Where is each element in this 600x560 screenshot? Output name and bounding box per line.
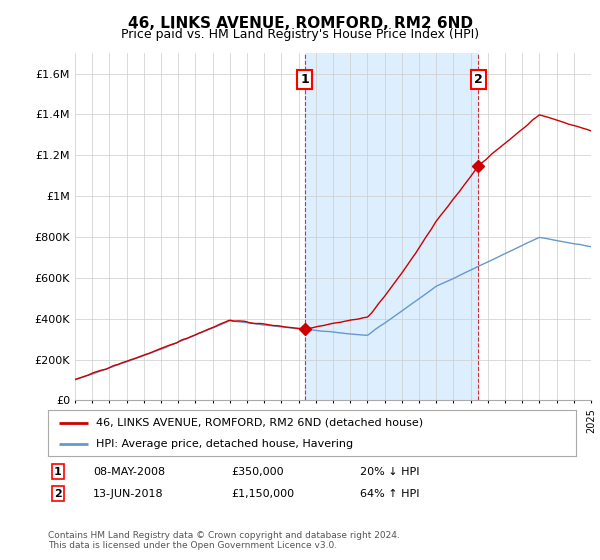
Text: 08-MAY-2008: 08-MAY-2008 [93, 466, 165, 477]
Text: £350,000: £350,000 [231, 466, 284, 477]
Text: 2: 2 [54, 489, 62, 499]
Text: 1: 1 [301, 73, 309, 86]
Text: 1: 1 [54, 466, 62, 477]
Text: 46, LINKS AVENUE, ROMFORD, RM2 6ND: 46, LINKS AVENUE, ROMFORD, RM2 6ND [128, 16, 473, 31]
Text: HPI: Average price, detached house, Havering: HPI: Average price, detached house, Have… [95, 439, 353, 449]
Text: 2: 2 [474, 73, 483, 86]
Text: 20% ↓ HPI: 20% ↓ HPI [360, 466, 419, 477]
Text: 13-JUN-2018: 13-JUN-2018 [93, 489, 164, 499]
Text: Price paid vs. HM Land Registry's House Price Index (HPI): Price paid vs. HM Land Registry's House … [121, 28, 479, 41]
Text: 64% ↑ HPI: 64% ↑ HPI [360, 489, 419, 499]
Text: Contains HM Land Registry data © Crown copyright and database right 2024.
This d: Contains HM Land Registry data © Crown c… [48, 531, 400, 550]
Text: £1,150,000: £1,150,000 [231, 489, 294, 499]
Bar [305, 53, 478, 400]
Text: 46, LINKS AVENUE, ROMFORD, RM2 6ND (detached house): 46, LINKS AVENUE, ROMFORD, RM2 6ND (deta… [95, 418, 422, 428]
